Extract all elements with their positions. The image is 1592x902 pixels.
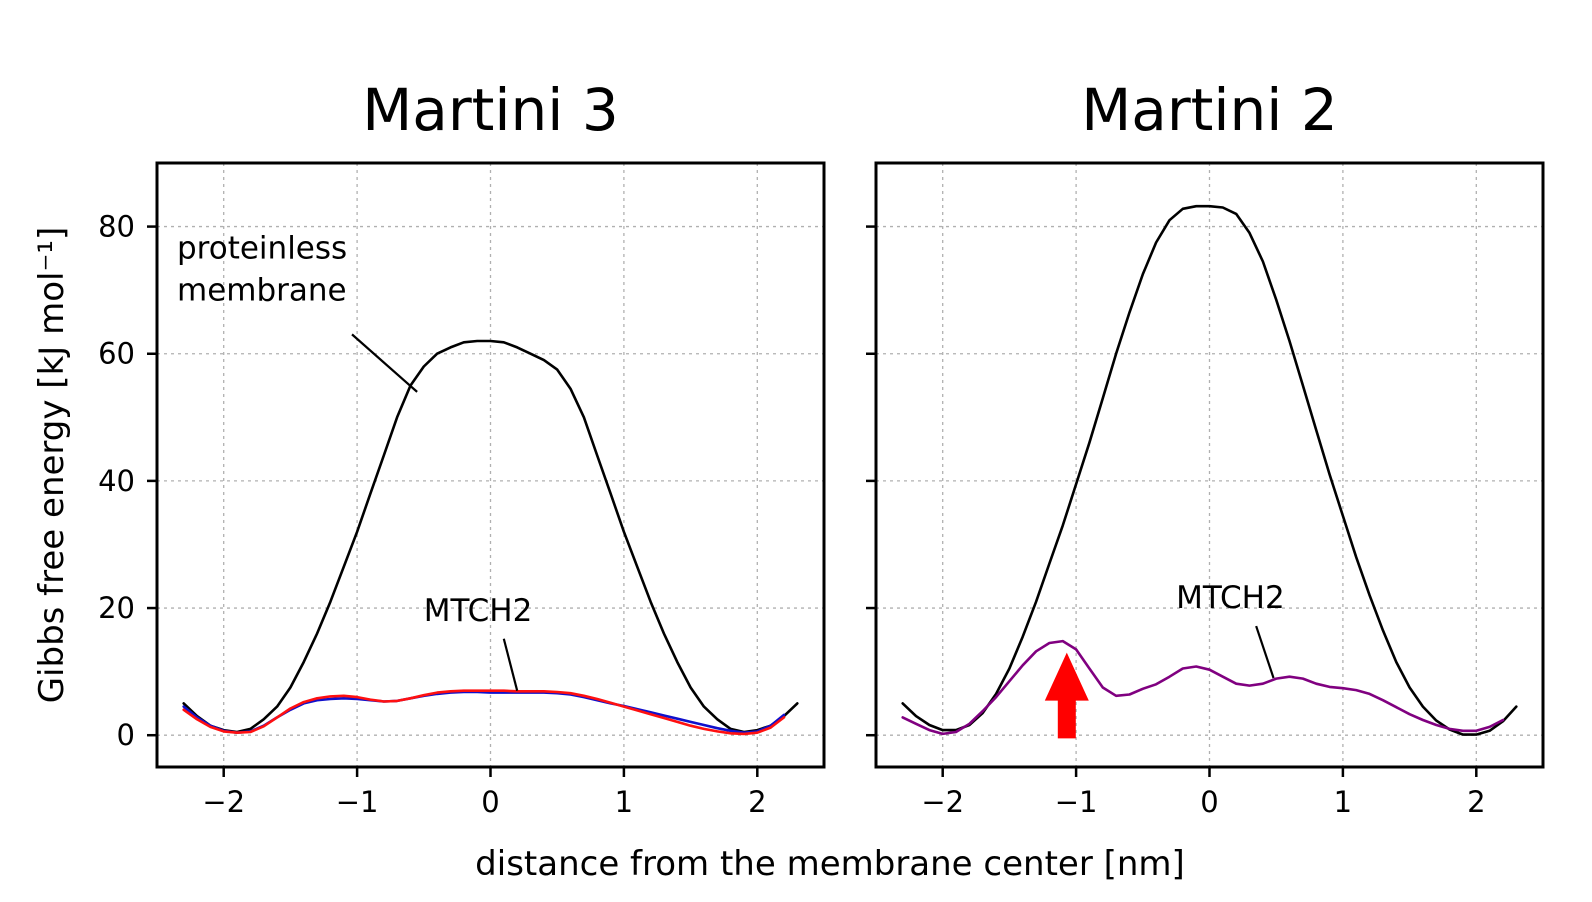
panel-2: −2 −1 0 1 2 Martini 2 MTCH2 [866,76,1545,819]
x-tick-label: −2 [921,785,964,819]
y-axis-label: Gibbs free energy [kJ mol⁻¹] [32,227,72,704]
panel-title: Martini 3 [362,76,619,144]
series-line-2 [901,639,1505,736]
y-tick-label: 0 [117,718,135,752]
x-tick-label: 0 [1200,785,1218,819]
x-tick-label: 1 [1334,785,1352,819]
x-tick-label: 0 [481,785,499,819]
x-axis-label: distance from the membrane center [nm] [475,844,1185,884]
panel-title: Martini 2 [1081,76,1338,144]
x-tick-label: −1 [336,785,379,819]
x-tick-label: 1 [615,785,633,819]
x-tick-label: −2 [202,785,245,819]
annotation-text: MTCH2 [1176,580,1285,616]
y-tick-label: 80 [98,210,135,244]
annotation-leader [502,638,519,691]
x-tick-label: 2 [1467,785,1485,819]
y-tick-label: 20 [98,591,135,625]
highlight-arrow [1044,652,1089,739]
x-tick-label: −1 [1055,785,1098,819]
annotation-text: membrane [177,272,347,308]
y-tick-label: 60 [98,337,135,371]
annotation-text: proteinless [177,230,347,266]
x-tick-label: 2 [748,785,766,819]
series-line-1 [182,339,799,734]
annotation-text: MTCH2 [424,593,533,629]
annotation-leader [1255,625,1275,679]
series-line-3 [182,689,786,736]
annotation-leader [351,333,418,393]
y-tick-label: 40 [98,464,135,498]
series-line-1 [901,204,1518,736]
